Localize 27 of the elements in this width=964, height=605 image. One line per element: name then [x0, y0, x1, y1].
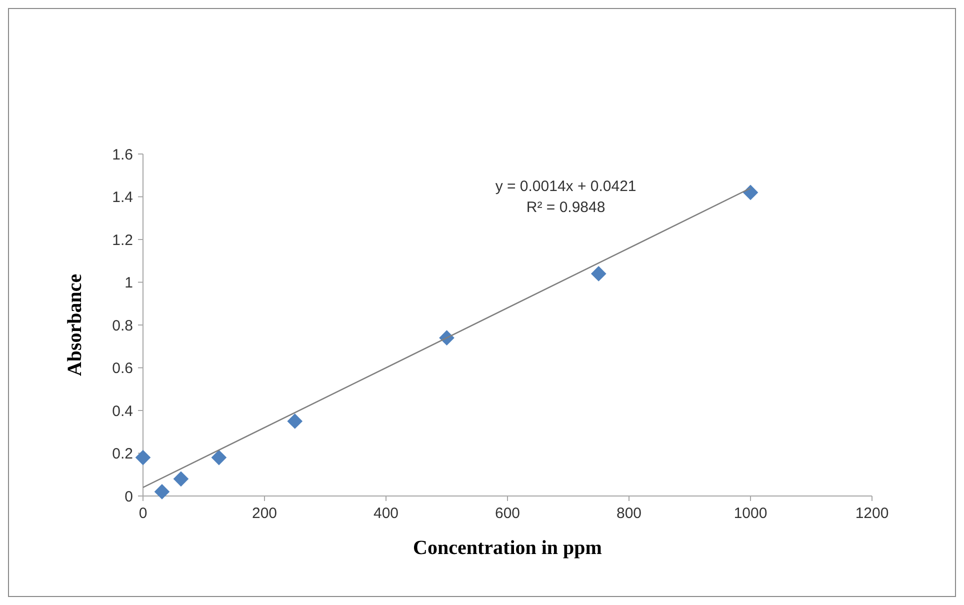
- x-axis-title: Concentration in ppm: [413, 537, 602, 559]
- point: [287, 414, 303, 429]
- annotation: R² = 0.9848: [526, 199, 606, 216]
- x-tick-label: 0: [138, 505, 148, 522]
- point: [135, 450, 151, 466]
- y-tick-label: 1.6: [112, 146, 133, 164]
- point: [742, 184, 758, 200]
- y-tick-label: 0.8: [112, 317, 133, 334]
- y-tick-label: 0.2: [112, 446, 133, 462]
- x-tick-label: 1200: [855, 505, 889, 522]
- x-tick-label: 1000: [734, 505, 768, 522]
- y-tick-label: 0.4: [112, 402, 133, 420]
- y-tick-label: 0: [124, 488, 133, 506]
- y-tick-label: 1.2: [112, 232, 133, 249]
- point: [154, 484, 170, 500]
- y-tick-label: 1.4: [112, 189, 133, 206]
- y-axis-title: Absorbance: [64, 274, 86, 376]
- x-tick-label: 200: [252, 505, 278, 522]
- y-tick-label: 1: [124, 274, 133, 292]
- point: [211, 450, 227, 466]
- x-tick-label: 800: [616, 505, 642, 522]
- annotation: y = 0.0014x + 0.0421: [495, 178, 636, 195]
- point: [590, 266, 606, 282]
- x-tick-label: 600: [494, 505, 520, 522]
- x-tick-label: 400: [373, 505, 399, 522]
- y-tick-label: 0.6: [112, 360, 133, 377]
- point: [173, 471, 189, 487]
